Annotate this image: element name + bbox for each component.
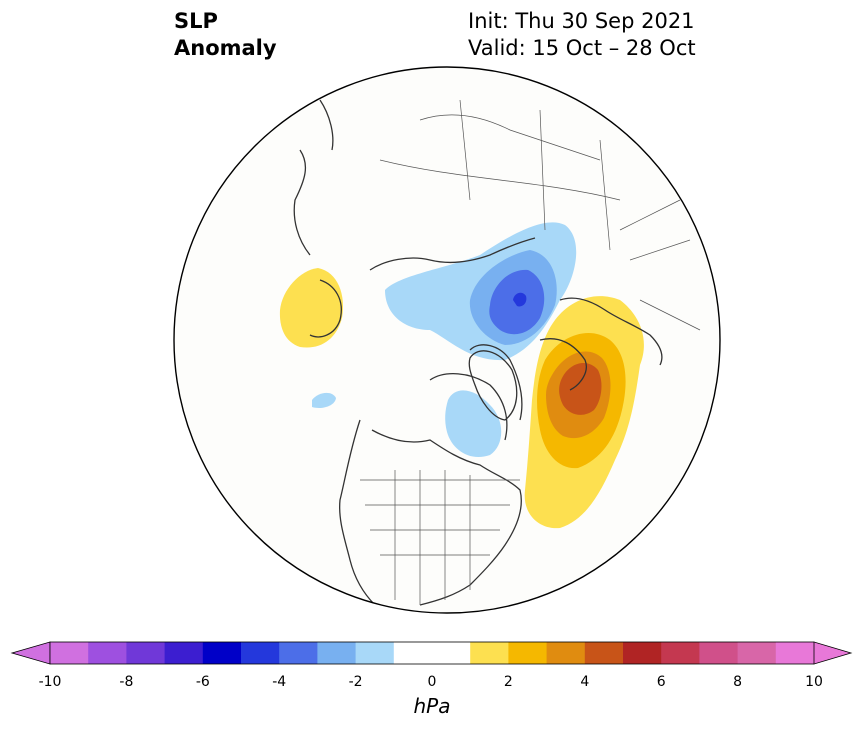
polar-map	[173, 66, 721, 614]
colorbar-tick-label: -8	[119, 674, 134, 690]
coastlines	[293, 99, 663, 606]
valid-date-range: Valid: 15 Oct – 28 Oct	[468, 36, 696, 60]
colorbar-cell	[279, 642, 318, 664]
title-line-2: Anomaly	[174, 36, 277, 60]
colorbar-outline	[49, 641, 815, 665]
colorbar-cell	[393, 642, 433, 664]
colorbar-cell	[50, 642, 89, 664]
colorbar-cell	[432, 642, 471, 664]
colorbar-tick-label: 10	[805, 674, 823, 690]
colorbar-cell	[623, 642, 662, 664]
colorbar-cell	[202, 642, 242, 664]
colorbar-units: hPa	[413, 694, 451, 718]
positive-anomaly-west	[279, 268, 343, 348]
colorbar-cell	[737, 642, 777, 664]
colorbar-tick-label: -2	[348, 674, 363, 690]
colorbar-cell	[470, 642, 509, 664]
colorbar-arrow-left	[10, 641, 51, 665]
colorbar-tick-label: 4	[580, 674, 590, 690]
anomaly-fields	[279, 99, 701, 606]
colorbar-tick-label: -4	[272, 674, 287, 690]
map-boundary	[173, 66, 721, 614]
colorbar-cell	[164, 642, 204, 664]
colorbar-cell	[661, 642, 700, 664]
init-date: Init: Thu 30 Sep 2021	[468, 9, 695, 33]
colorbar-cell	[699, 642, 739, 664]
colorbar-cell	[775, 642, 815, 664]
colorbar-cell	[88, 642, 127, 664]
forecast-dates: Init: Thu 30 Sep 2021 Valid: 15 Oct – 28…	[468, 8, 696, 62]
colorbar-cell	[355, 642, 395, 664]
colorbar-tick-label: -10	[38, 674, 62, 690]
map-title: SLP Anomaly	[174, 8, 277, 62]
colorbar-cell	[317, 642, 357, 664]
colorbar	[10, 641, 853, 665]
colorbar-cell	[508, 642, 548, 664]
positive-anomaly-core	[559, 363, 602, 415]
title-line-1: SLP	[174, 9, 218, 33]
borders	[360, 99, 701, 605]
colorbar-tick-label: 6	[656, 674, 666, 690]
colorbar-tick-label: 2	[503, 674, 513, 690]
colorbar-tick-label: 0	[427, 674, 437, 690]
colorbar-cell	[584, 642, 624, 664]
colorbar-cell	[126, 642, 166, 664]
colorbar-cell	[241, 642, 280, 664]
colorbar-arrow-right	[813, 641, 853, 665]
colorbar-tick-label: 8	[733, 674, 743, 690]
negative-anomaly-core	[513, 292, 527, 307]
colorbar-tick-label: -6	[195, 674, 210, 690]
colorbar-cell	[546, 642, 586, 664]
negative-anomaly-small	[312, 392, 336, 408]
